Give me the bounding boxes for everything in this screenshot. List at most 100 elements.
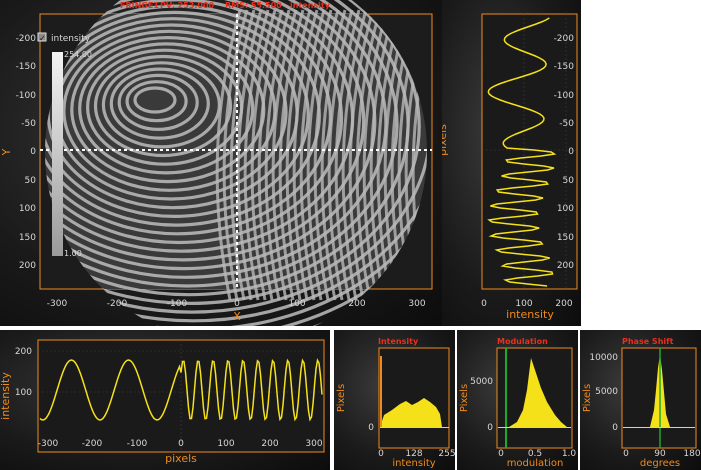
y-tick: 50: [563, 176, 575, 186]
horizontal-profile-svg: 100 200 -300 -200 -100 0 100 200 300 pix…: [0, 339, 325, 465]
view-title: FRINGE1: [120, 1, 159, 10]
intensity-spike: [380, 356, 382, 427]
histogram-title: Modulation: [497, 337, 548, 346]
x-tick: -200: [82, 439, 103, 449]
y-tick-labels: -200 -150 -100 -50 0 50 100 150 200: [16, 34, 37, 271]
x-tick: 300: [305, 439, 322, 449]
y-tick: 200: [15, 347, 32, 357]
quantity-label: intensity: [290, 1, 331, 10]
y-tick: -200: [554, 34, 575, 44]
histogram-frame: [378, 347, 450, 449]
phase-histogram-panel: Phase Shift 0 5000 10000 0 90 180 degree…: [580, 330, 701, 470]
x-tick: 200: [348, 299, 365, 309]
y-tick: 0: [568, 147, 574, 157]
colorbar-min-label: 1.00: [64, 249, 82, 258]
x-tick: 0: [623, 449, 629, 459]
legend-checkbox[interactable]: [37, 32, 47, 42]
intensity-histogram-bars[interactable]: [380, 398, 442, 427]
horizontal-profile-panel: 100 200 -300 -200 -100 0 100 200 300 pix…: [0, 330, 330, 470]
y-tick: 5000: [470, 377, 493, 387]
y-tick: 150: [19, 233, 36, 243]
y-tick: 50: [25, 176, 37, 186]
vprofile-y-label: pixels: [442, 124, 449, 156]
y-tick: 200: [19, 261, 36, 271]
x-tick: 0: [178, 439, 184, 449]
y-tick: -200: [16, 34, 37, 44]
colorbar-max-label: 254.00: [64, 50, 92, 59]
y-tick: 0: [30, 147, 36, 157]
x-tick-labels: -300 -200 -100 0 100 200 300: [47, 299, 426, 309]
histogram-x-label: degrees: [640, 458, 680, 469]
y-tick: -50: [559, 119, 574, 129]
x-axis-label: X: [233, 310, 241, 323]
y-tick: 10000: [589, 353, 618, 363]
histogram-baseline: [380, 427, 449, 428]
hprofile-y-label: intensity: [0, 372, 12, 420]
x-tick: 0: [498, 449, 504, 459]
x-tick: 300: [408, 299, 425, 309]
intensity-histogram-panel: Intensity 0 0 128 255 intensity Pixels: [334, 330, 455, 470]
y-tick: -100: [16, 91, 37, 101]
y-tick: 0: [612, 423, 618, 433]
histogram-baseline: [623, 427, 695, 428]
y-tick: 200: [557, 261, 574, 271]
horizontal-intensity-trace[interactable]: [39, 358, 323, 422]
vprofile-x-ticks: 0 100 200: [481, 299, 573, 309]
x-tick: 180: [683, 449, 700, 459]
x-tick: -300: [47, 299, 68, 309]
y-tick: -50: [21, 119, 36, 129]
vprofile-x-label: intensity: [506, 308, 554, 321]
colorbar: [52, 52, 63, 256]
x-tick: 100: [288, 299, 305, 309]
histogram-y-label: Pixels: [582, 384, 593, 412]
pv-readout: PV: 253.000: [160, 1, 215, 10]
modulation-histogram-svg: Modulation 0 5000 0 0.5 1.0 modulation P…: [459, 337, 577, 469]
histogram-baseline: [498, 427, 571, 428]
phase-histogram-svg: Phase Shift 0 5000 10000 0 90 180 degree…: [582, 337, 701, 469]
x-tick: 100: [217, 439, 234, 449]
profile-frame: [481, 13, 578, 290]
histogram-x-label: intensity: [392, 458, 435, 469]
y-axis-label: Y: [0, 148, 13, 156]
x-tick: -100: [167, 299, 188, 309]
histogram-y-label: Pixels: [336, 384, 347, 412]
x-tick: 0: [234, 299, 240, 309]
y-tick: 0: [368, 423, 374, 433]
hprofile-y-ticks: 100 200: [15, 347, 32, 398]
vertical-profile-svg: -200 -150 -100 -50 0 50 100 150 200 0 10…: [442, 13, 578, 321]
y-tick: 100: [15, 388, 32, 398]
rms-readout: RMS: 55.500: [225, 1, 282, 10]
histogram-title: Phase Shift: [622, 337, 674, 346]
x-tick: 200: [555, 299, 572, 309]
vprofile-y-ticks: -200 -150 -100 -50 0 50 100 150 200: [554, 34, 575, 271]
vertical-profile-panel: -200 -150 -100 -50 0 50 100 150 200 0 10…: [442, 0, 581, 326]
x-tick: -300: [38, 439, 59, 449]
x-tick: 1.0: [562, 449, 577, 459]
y-tick: 100: [557, 204, 574, 214]
histogram-y-label: Pixels: [459, 384, 470, 412]
legend-label: intensity: [51, 34, 91, 44]
hprofile-x-label: pixels: [165, 452, 197, 465]
y-tick: 150: [557, 233, 574, 243]
y-tick: -150: [16, 62, 37, 72]
x-tick: 200: [261, 439, 278, 449]
intensity-histogram-svg: Intensity 0 0 128 255 intensity Pixels: [336, 337, 455, 469]
fringe-image-panel: 254.00 1.00 ✓ intensity FRINGE1 PV: 253.…: [0, 0, 442, 326]
fringe-image-svg: 254.00 1.00 ✓ intensity FRINGE1 PV: 253.…: [0, 0, 433, 326]
x-tick: 90: [654, 449, 666, 459]
x-tick: 0: [378, 449, 384, 459]
y-tick: 0: [487, 423, 493, 433]
histogram-x-label: modulation: [507, 458, 564, 469]
y-tick: -150: [554, 62, 575, 72]
vertical-intensity-trace[interactable]: [487, 17, 557, 287]
x-tick: 0: [481, 299, 487, 309]
x-tick: 0.5: [528, 449, 542, 459]
x-tick: -100: [127, 439, 148, 449]
x-tick: 128: [405, 449, 422, 459]
y-tick: 100: [19, 204, 36, 214]
y-tick: -100: [554, 91, 575, 101]
y-tick: 5000: [595, 387, 618, 397]
check-icon: ✓: [39, 34, 46, 43]
histogram-title: Intensity: [378, 337, 419, 346]
modulation-histogram-bars[interactable]: [509, 358, 567, 427]
